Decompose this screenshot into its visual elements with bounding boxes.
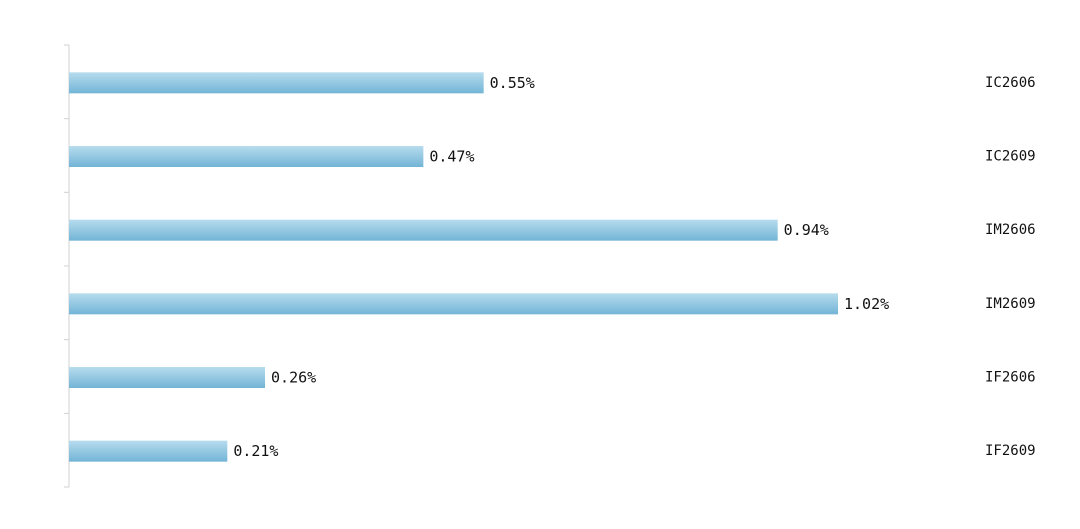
bar-ic2609	[69, 146, 424, 167]
data-labels-group: 0.55% 0.47% 0.94% 1.02% 0.26% 0.21%	[233, 74, 889, 460]
data-label-im2606: 0.94%	[784, 221, 829, 239]
category-label-ic2606: IC2606	[985, 75, 1036, 91]
category-label-im2609: IM2609	[985, 296, 1036, 312]
bar-if2609	[69, 440, 228, 462]
category-label-ic2609: IC2609	[985, 149, 1036, 165]
data-label-if2609: 0.21%	[233, 442, 278, 460]
category-label-if2609: IF2609	[985, 443, 1036, 459]
bars-group	[69, 72, 838, 462]
y-axis	[64, 44, 70, 488]
bar-im2606	[69, 219, 778, 241]
bar-if2606	[69, 367, 266, 388]
bar-im2609	[69, 293, 838, 315]
data-label-im2609: 1.02%	[844, 295, 889, 313]
data-label-ic2606: 0.55%	[490, 74, 535, 92]
data-label-if2606: 0.26%	[271, 369, 316, 387]
category-label-if2606: IF2606	[985, 370, 1036, 386]
bar-ic2606	[69, 72, 484, 94]
data-label-ic2609: 0.47%	[429, 148, 474, 166]
category-label-im2606: IM2606	[985, 222, 1036, 238]
category-labels-group: IC2606 IC2609 IM2606 IM2609 IF2606 IF2609	[985, 75, 1036, 459]
